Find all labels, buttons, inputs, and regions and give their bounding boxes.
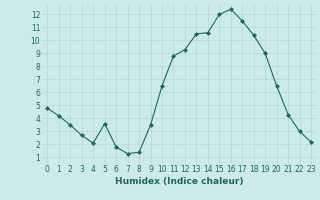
X-axis label: Humidex (Indice chaleur): Humidex (Indice chaleur) <box>115 177 244 186</box>
